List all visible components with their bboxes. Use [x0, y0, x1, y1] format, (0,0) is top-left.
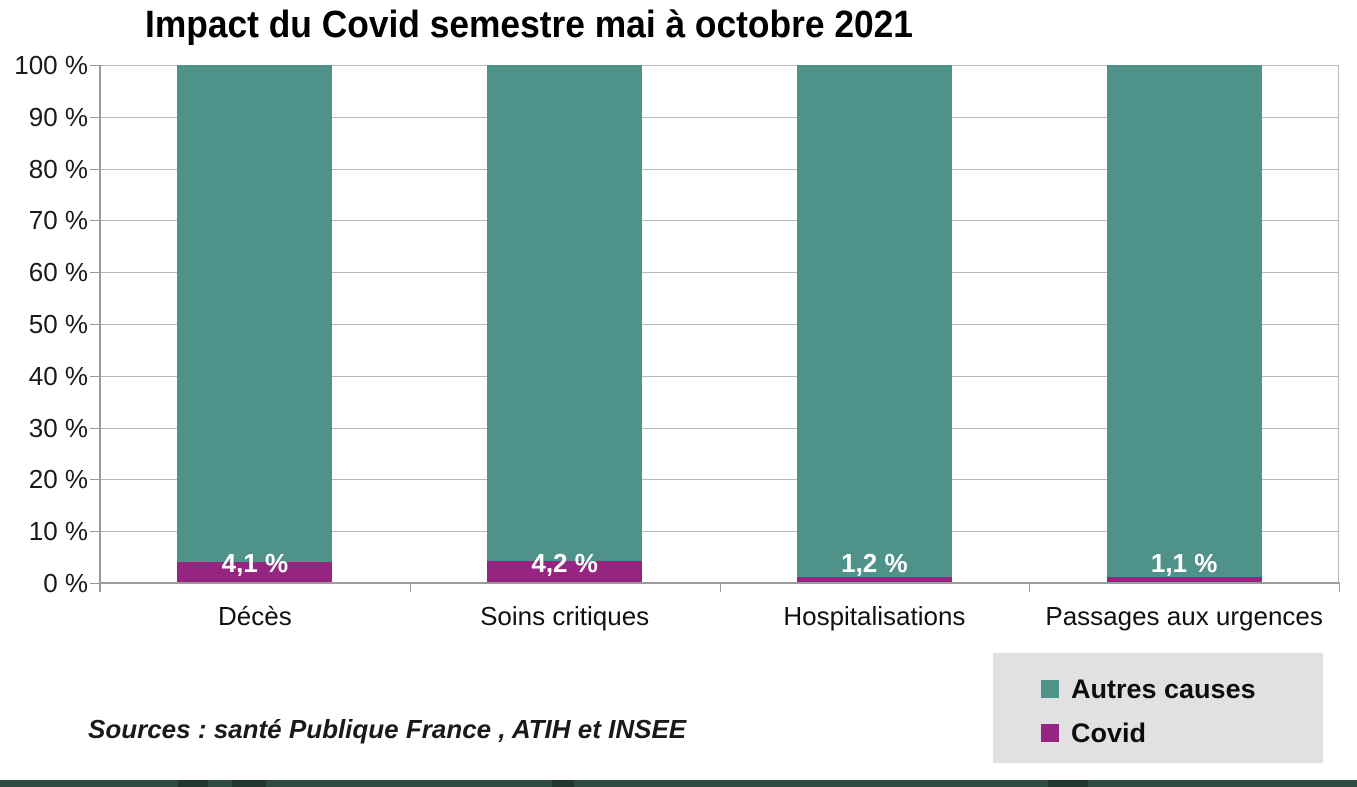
band-mark	[232, 780, 266, 787]
y-axis-label: 80 %	[28, 153, 88, 184]
x-axis-tick	[100, 583, 101, 592]
y-axis-tick	[90, 220, 100, 222]
plot-right-border	[1338, 65, 1339, 583]
bar-segment-covid	[487, 561, 643, 583]
bar-soins-critiques: 4,2 %	[487, 65, 643, 583]
y-axis-label: 60 %	[28, 257, 88, 288]
y-axis-tick	[90, 324, 100, 325]
bar-segment-covid	[177, 561, 333, 583]
legend-label: Covid	[1071, 717, 1147, 748]
bar-segment-covid	[796, 576, 952, 583]
y-axis-label: 10 %	[28, 516, 88, 547]
gridline	[100, 324, 1339, 325]
source-note: Sources : santé Publique France , ATIH e…	[88, 714, 687, 744]
category-label: Soins critiques	[480, 601, 650, 631]
y-axis-label: 100 %	[14, 50, 88, 80]
gridline	[100, 65, 1339, 66]
gridline	[100, 427, 1339, 429]
bar-value-label: 4,2 %	[531, 548, 598, 578]
y-axis-tick	[90, 583, 100, 584]
bar-passages-aux-urgences: 1,1 %	[1106, 65, 1262, 583]
bottom-window-edge	[0, 780, 1357, 787]
y-axis-tick	[90, 427, 100, 429]
y-axis-line	[99, 65, 101, 592]
y-axis-tick	[90, 479, 100, 481]
gridline	[100, 168, 1339, 170]
bar-décès: 4,1 %	[177, 65, 333, 583]
x-axis-tick	[719, 583, 721, 592]
bar-value-label: 1,2 %	[841, 548, 908, 578]
bar-segment-autres-causes	[1106, 65, 1262, 578]
category-label: Passages aux urgences	[1045, 601, 1323, 631]
y-axis-label: 50 %	[28, 309, 88, 339]
y-axis-label: 90 %	[28, 101, 88, 132]
y-axis-tick	[90, 531, 100, 533]
gridline	[100, 220, 1339, 222]
y-axis-label: 30 %	[28, 412, 88, 443]
y-axis-tick	[90, 272, 100, 274]
bar-segment-covid	[1106, 577, 1262, 583]
gridline	[100, 375, 1339, 377]
gridline	[100, 479, 1339, 481]
gridline	[100, 272, 1339, 274]
bar-segment-autres-causes	[177, 65, 333, 562]
bar-segment-autres-causes	[796, 65, 952, 577]
bar-hospitalisations: 1,2 %	[796, 65, 952, 583]
plot-area: 4,1 % 4,2 % 1,2 % 1,1 %	[100, 65, 1339, 583]
category-label: Décès	[218, 601, 292, 631]
legend-item-autres-causes: Autres causes	[1041, 667, 1323, 711]
chart-legend: Autres causes Covid	[993, 653, 1323, 763]
band-mark	[1048, 780, 1088, 787]
x-axis-tick	[1029, 583, 1031, 592]
category-label: Hospitalisations	[783, 601, 966, 631]
band-mark	[178, 780, 208, 787]
gridline	[100, 116, 1339, 118]
band-mark	[552, 780, 574, 787]
x-axis-tick	[1339, 583, 1340, 592]
y-axis-tick	[90, 65, 100, 66]
x-axis-tick	[409, 583, 411, 592]
legend-swatch-icon	[1041, 724, 1059, 742]
legend-item-covid: Covid	[1041, 711, 1323, 755]
y-axis-tick	[90, 168, 100, 170]
y-axis-tick	[90, 116, 100, 118]
legend-swatch-icon	[1041, 680, 1059, 698]
chart-title: Impact du Covid semestre mai à octobre 2…	[145, 4, 913, 46]
gridline	[100, 531, 1339, 533]
y-axis-tick	[90, 375, 100, 377]
y-axis-label: 0 %	[43, 568, 88, 598]
bar-segment-autres-causes	[487, 65, 643, 562]
legend-label: Autres causes	[1071, 673, 1256, 704]
y-axis-label: 70 %	[28, 205, 88, 236]
bar-value-label: 4,1 %	[221, 548, 289, 578]
bar-value-label: 1,1 %	[1150, 548, 1218, 578]
y-axis-label: 40 %	[28, 360, 88, 391]
y-axis-label: 20 %	[28, 464, 88, 495]
